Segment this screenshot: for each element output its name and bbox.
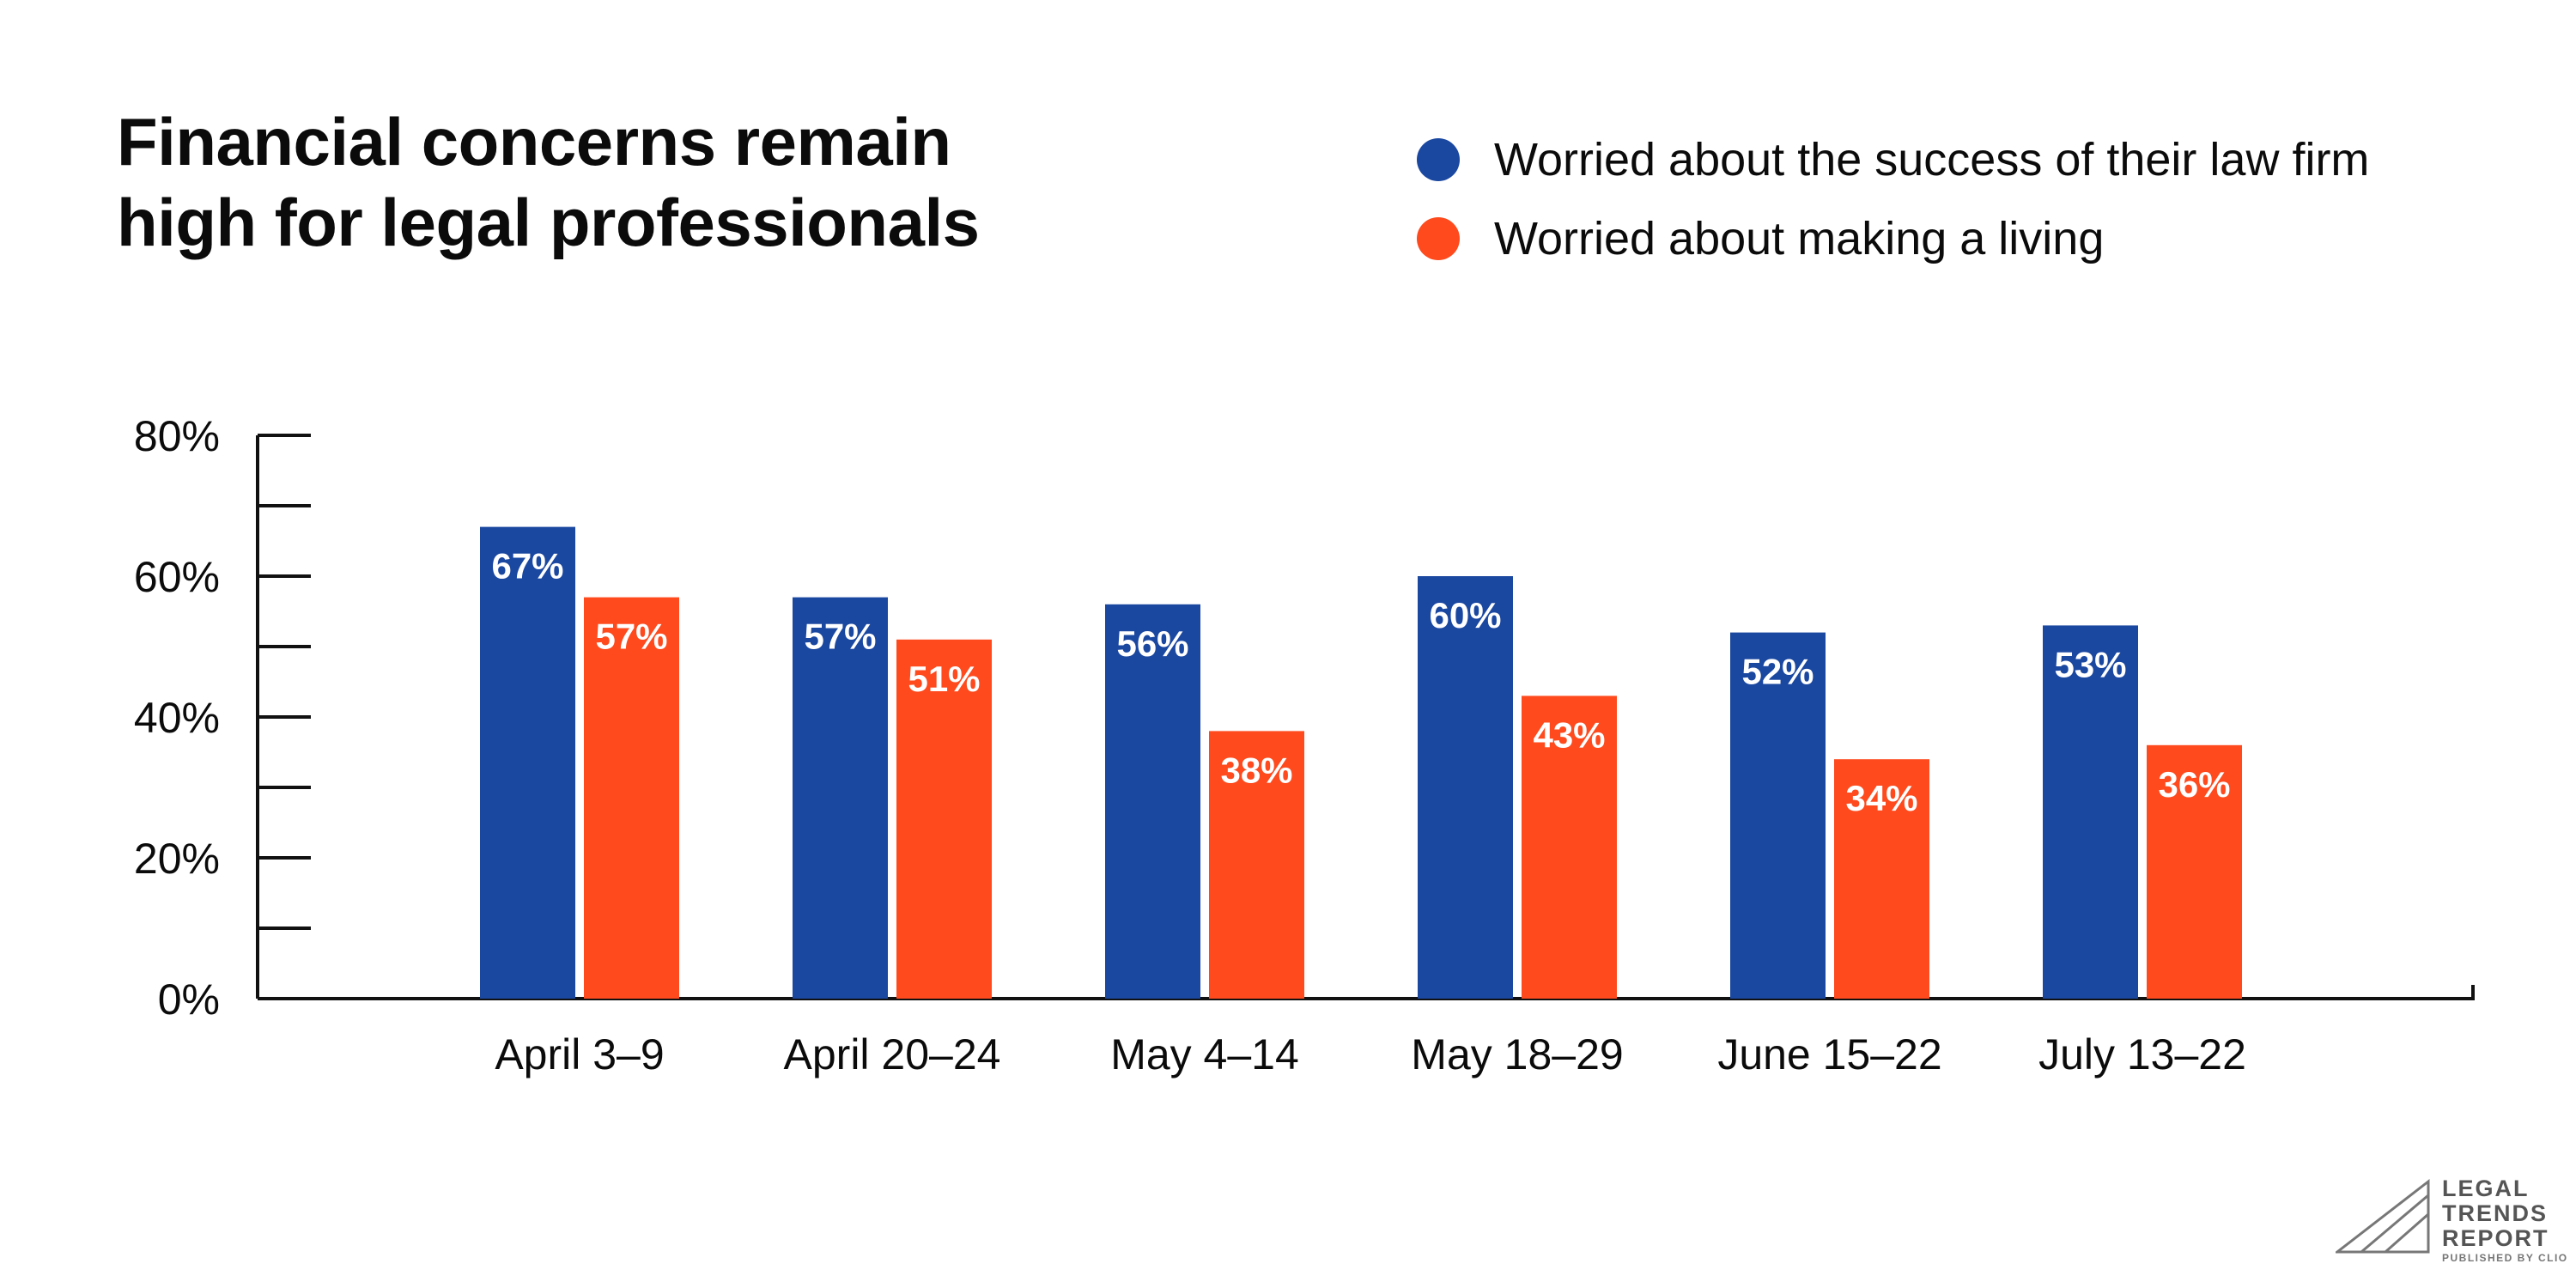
- y-tick-label: 40%: [134, 694, 220, 742]
- x-category-label: July 13–22: [2038, 1030, 2246, 1078]
- bar: [2147, 744, 2242, 999]
- legend: Worried about the success of their law f…: [1417, 120, 2369, 278]
- y-tick-label: 20%: [134, 835, 220, 883]
- bar: [1522, 696, 1617, 999]
- y-tick-label: 60%: [134, 553, 220, 601]
- legal-trends-report-logo: LEGAL TRENDS REPORT PUBLISHED BY CLIO: [2336, 1176, 2568, 1265]
- chart-title-line-2: high for legal professionals: [117, 185, 980, 260]
- bar: [793, 597, 888, 999]
- bar-value-label: 34%: [1845, 778, 1917, 818]
- x-category-label: May 18–29: [1411, 1030, 1623, 1078]
- x-category-label: April 20–24: [784, 1030, 1001, 1078]
- bar-value-label: 36%: [2158, 764, 2230, 805]
- logo-line-1: LEGAL: [2442, 1176, 2530, 1201]
- y-tick-label: 0%: [158, 975, 220, 1024]
- bar: [480, 526, 575, 999]
- bar: [1418, 576, 1513, 999]
- chart-title-line-1: Financial concerns remain: [117, 104, 951, 179]
- bar-value-label: 67%: [491, 546, 563, 586]
- x-category-label: April 3–9: [495, 1030, 664, 1078]
- bar-value-label: 57%: [595, 617, 667, 657]
- bar-value-label: 51%: [908, 659, 980, 699]
- logo-line-3: REPORT: [2442, 1225, 2549, 1251]
- chart-title: Financial concerns remain high for legal…: [117, 101, 980, 263]
- legend-item-making-living: Worried about making a living: [1417, 199, 2369, 278]
- bar: [2043, 625, 2138, 999]
- bar-value-label: 56%: [1116, 623, 1188, 664]
- bar: [1730, 632, 1826, 999]
- bar-value-label: 57%: [804, 617, 876, 657]
- logo-subtitle: PUBLISHED BY CLIO: [2442, 1252, 2568, 1264]
- bar: [1209, 731, 1304, 999]
- bar: [1105, 604, 1200, 999]
- x-category-label: June 15–22: [1717, 1030, 1941, 1078]
- bar-value-label: 43%: [1533, 714, 1605, 755]
- legend-swatch-orange: [1417, 217, 1460, 260]
- y-tick-label: 80%: [134, 412, 220, 460]
- bar-value-label: 52%: [1741, 652, 1814, 692]
- bar-value-label: 53%: [2054, 644, 2126, 684]
- legend-label: Worried about making a living: [1494, 213, 2105, 264]
- legend-label: Worried about the success of their law f…: [1494, 134, 2370, 185]
- bar-value-label: 38%: [1220, 750, 1292, 790]
- logo-line-2: TRENDS: [2442, 1200, 2549, 1226]
- x-category-label: May 4–14: [1110, 1030, 1299, 1078]
- bar-value-label: 60%: [1429, 595, 1501, 635]
- logo-mark-icon: [2336, 1178, 2430, 1254]
- bar: [584, 597, 679, 999]
- legend-swatch-blue: [1417, 138, 1460, 181]
- legend-item-firm-success: Worried about the success of their law f…: [1417, 120, 2369, 199]
- bar: [1834, 759, 1929, 999]
- bar: [896, 639, 992, 999]
